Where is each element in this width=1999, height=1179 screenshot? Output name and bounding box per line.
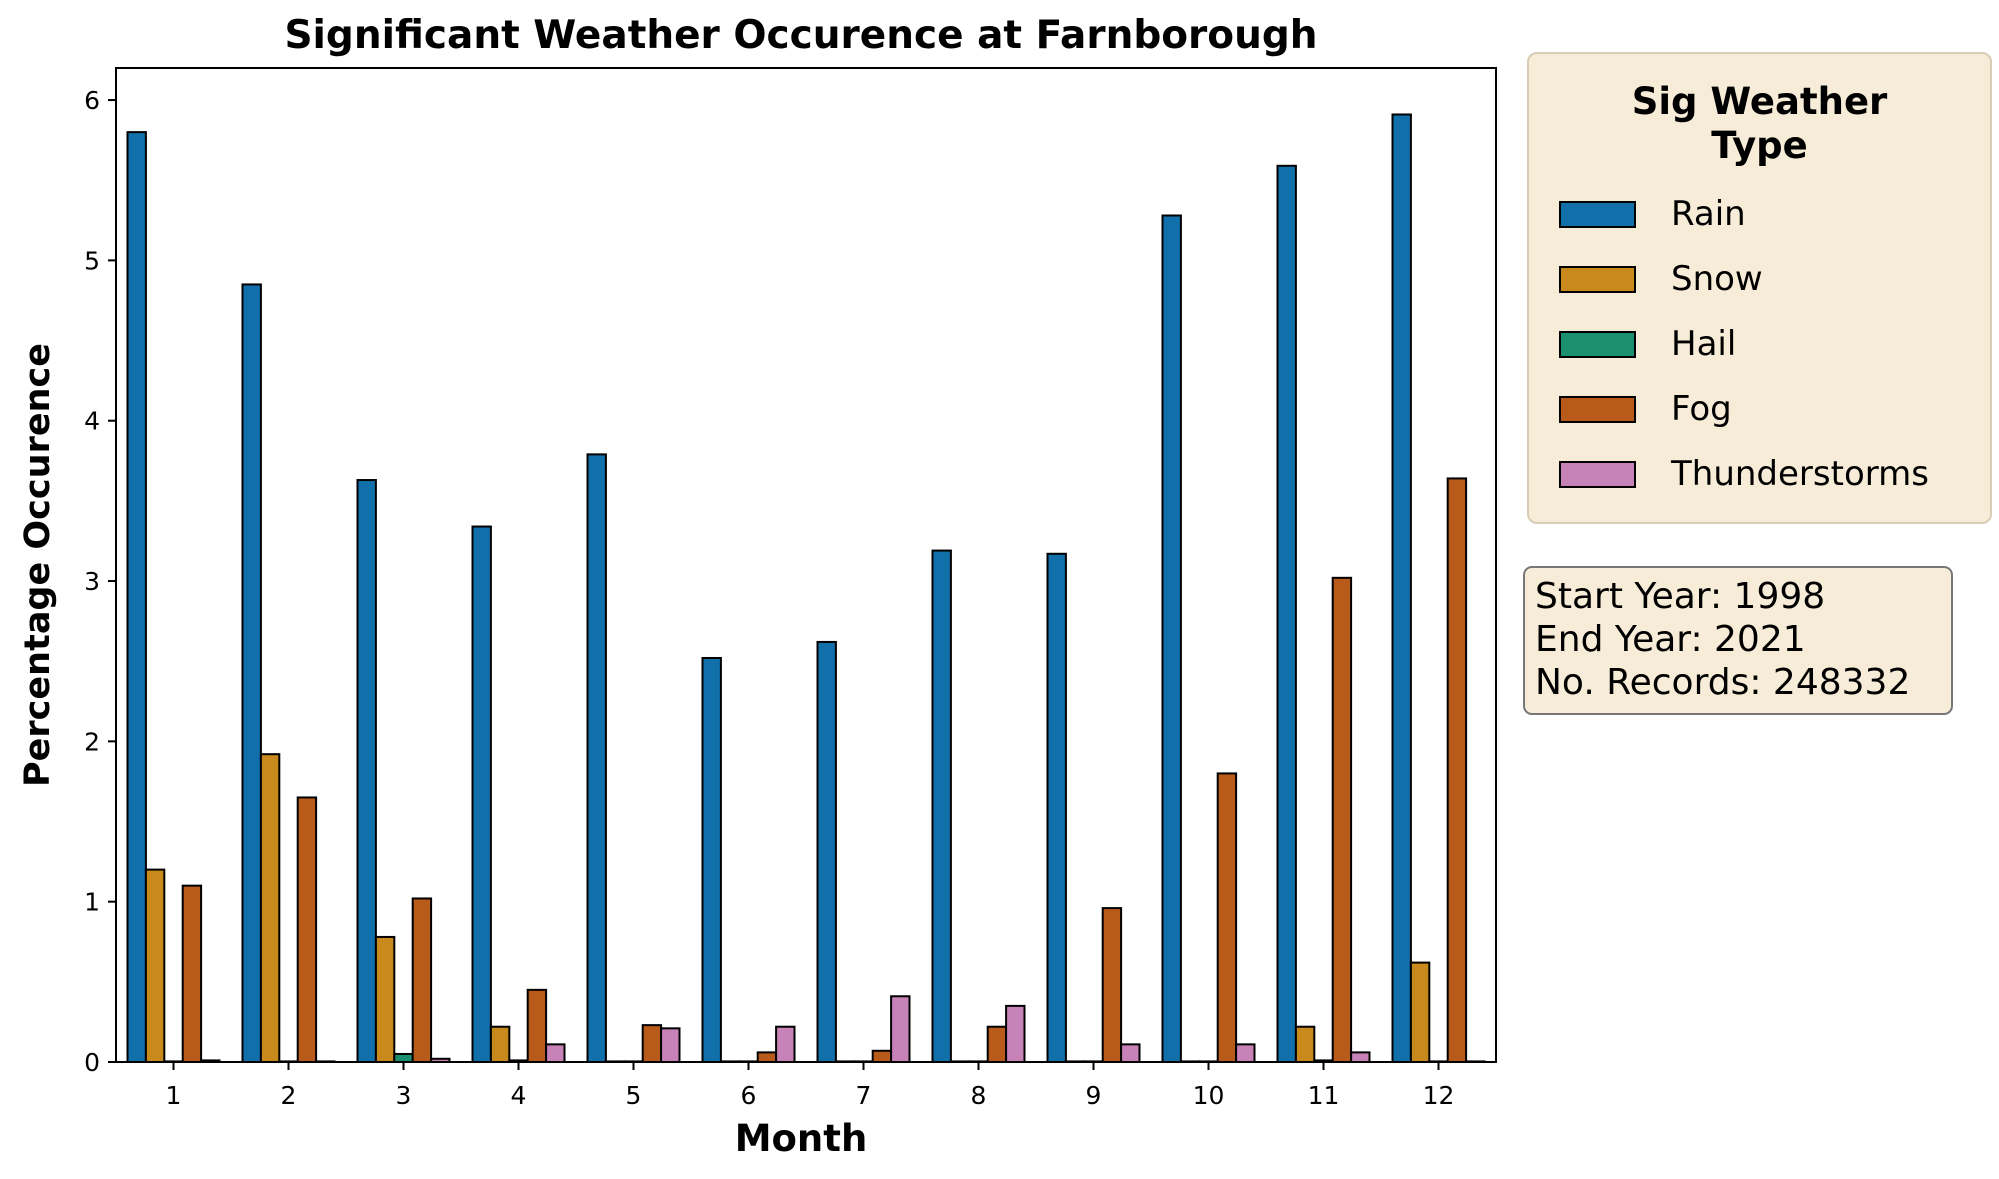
bar-rain-month-6 [701,656,722,1063]
bar-snow-month-12 [1409,961,1431,1063]
y-tick-label-2: 2 [84,727,100,756]
legend-swatch-thunderstorms [1559,461,1636,488]
legend-label-hail: Hail [1671,324,1737,364]
bar-thunderstorms-month-8 [1005,1004,1026,1064]
y-tick-label-4: 4 [84,407,100,436]
bar-fog-month-8 [986,1025,1008,1063]
bar-fog-month-5 [641,1024,663,1064]
x-tick-label-12: 12 [1423,1081,1455,1110]
bar-fog-month-6 [756,1051,778,1064]
plot-frame [115,67,1497,1063]
bar-snow-month-11 [1294,1025,1316,1063]
bar-snow-month-1 [144,868,166,1063]
bar-rain-month-9 [1046,552,1067,1064]
bar-rain-month-11 [1276,164,1297,1064]
bar-rain-month-1 [126,131,147,1063]
x-tick-label-11: 11 [1308,1081,1340,1110]
legend-label-fog: Fog [1671,389,1732,429]
end-year-text: End Year: 2021 [1535,619,1806,660]
bar-fog-month-3 [411,897,433,1063]
legend-swatch-snow [1559,266,1636,293]
y-tick-label-1: 1 [84,888,100,917]
y-tick-label-5: 5 [84,246,100,275]
bar-fog-month-9 [1101,907,1123,1064]
bar-fog-month-7 [871,1049,893,1064]
bar-fog-month-2 [296,796,318,1063]
x-tick-label-1: 1 [166,1081,182,1110]
legend-label-snow: Snow [1671,259,1763,299]
bar-rain-month-3 [356,479,377,1063]
bars-group [126,113,1486,1064]
y-tick-label-6: 6 [84,86,100,115]
bar-fog-month-1 [181,884,203,1064]
legend-swatch-fog [1559,396,1636,423]
bar-snow-month-2 [259,753,281,1063]
bar-snow-month-4 [489,1025,511,1063]
bar-rain-month-2 [241,283,262,1063]
bar-thunderstorms-month-10 [1235,1043,1256,1063]
bar-rain-month-8 [931,549,952,1063]
bar-thunderstorms-month-7 [890,995,911,1064]
x-tick-label-4: 4 [511,1081,527,1110]
bar-rain-month-5 [586,453,607,1063]
start-year-text: Start Year: 1998 [1535,576,1826,617]
y-axis: 0 1 2 3 4 5 6 [84,86,116,1077]
x-tick-label-5: 5 [626,1081,642,1110]
x-tick-label-6: 6 [741,1081,757,1110]
bar-fog-month-4 [526,988,548,1063]
y-tick-label-0: 0 [84,1048,100,1077]
bar-thunderstorms-month-6 [775,1025,796,1063]
x-axis-label: Month [735,1117,868,1160]
records-text: No. Records: 248332 [1535,662,1911,703]
bar-rain-month-12 [1391,113,1412,1064]
x-tick-label-3: 3 [396,1081,412,1110]
x-tick-label-8: 8 [971,1081,987,1110]
x-tick-label-10: 10 [1193,1081,1225,1110]
legend: Sig Weather Type Rain Snow Hail Fog Thunderst… [1527,52,1992,524]
bar-hail-month-3 [393,1052,414,1063]
bar-fog-month-11 [1331,576,1353,1064]
bar-thunderstorms-month-11 [1350,1051,1371,1064]
y-tick-label-3: 3 [84,567,100,596]
legend-swatch-hail [1559,331,1636,358]
x-axis: 1 2 3 4 5 6 7 8 9 10 11 12 [166,1062,1455,1110]
info-box: Start Year: 1998 End Year: 2021 No. Reco… [1523,566,1953,715]
bar-thunderstorms-month-4 [545,1043,566,1063]
bar-fog-month-12 [1446,477,1468,1063]
legend-label-rain: Rain [1671,194,1746,234]
bar-fog-month-10 [1216,772,1238,1063]
chart-title: Significant Weather Occurence at Farnbor… [284,13,1317,58]
legend-label-thunderstorms: Thunderstorms [1671,454,1929,494]
x-tick-label-2: 2 [281,1081,297,1110]
bar-rain-month-10 [1161,214,1182,1063]
bar-thunderstorms-month-9 [1120,1043,1141,1063]
y-axis-label: Percentage Occurence [18,343,58,787]
bar-rain-month-4 [471,525,492,1063]
x-tick-label-7: 7 [856,1081,872,1110]
bar-snow-month-3 [374,935,396,1064]
bar-thunderstorms-month-5 [660,1027,681,1063]
x-tick-label-9: 9 [1086,1081,1102,1110]
legend-title: Sig Weather Type [1631,80,1888,167]
legend-swatch-rain [1559,201,1636,228]
bar-rain-month-7 [816,640,837,1063]
